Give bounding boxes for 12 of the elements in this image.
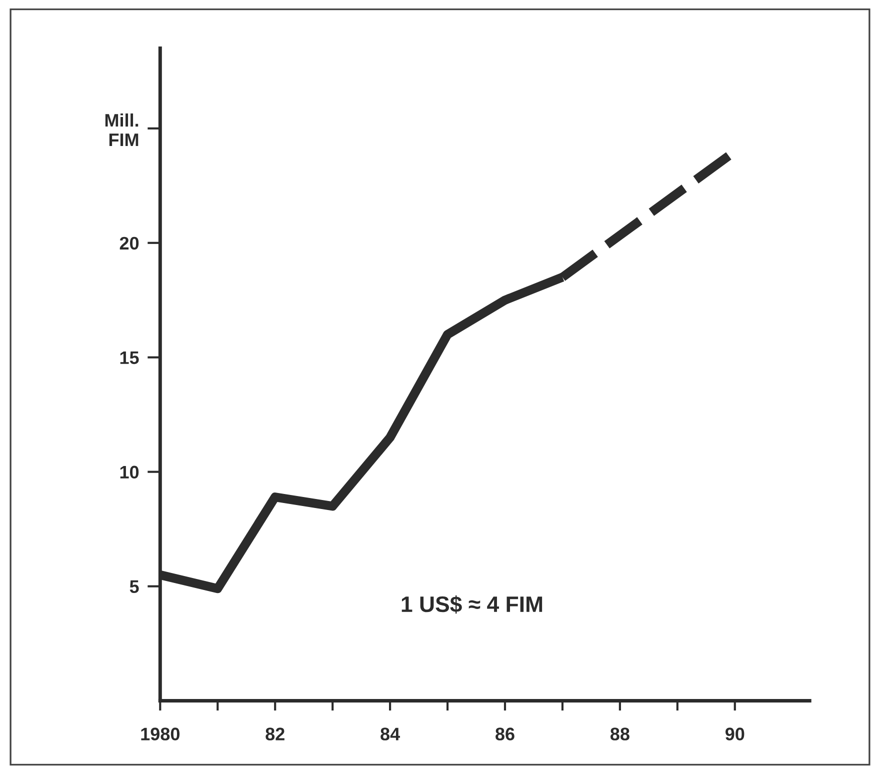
x-tick-label: 1980 xyxy=(141,728,180,740)
x-tick-label: 84 xyxy=(380,728,400,740)
x-tick-label: 82 xyxy=(266,728,284,740)
y-tick-label: Mill. FIM xyxy=(105,113,138,146)
x-tick-label: 86 xyxy=(496,728,514,740)
annotation: 1 US$ ≈ 4 FIM xyxy=(402,595,542,614)
y-tick-label: 10 xyxy=(120,466,139,479)
y-tick-label: 15 xyxy=(120,351,139,364)
x-tick-label: 88 xyxy=(610,728,630,740)
y-tick-label: 20 xyxy=(120,236,139,250)
x-tick-label: 90 xyxy=(725,728,744,740)
y-tick-label: 5 xyxy=(130,580,139,594)
